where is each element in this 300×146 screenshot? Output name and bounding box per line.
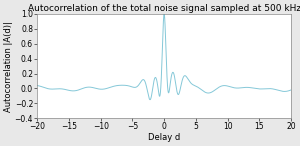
Y-axis label: Autocorrelation |A(d)|: Autocorrelation |A(d)| [4, 21, 13, 112]
X-axis label: Delay d: Delay d [148, 133, 180, 142]
Title: Autocorrelation of the total noise signal sampled at 500 kHz: Autocorrelation of the total noise signa… [28, 4, 300, 13]
